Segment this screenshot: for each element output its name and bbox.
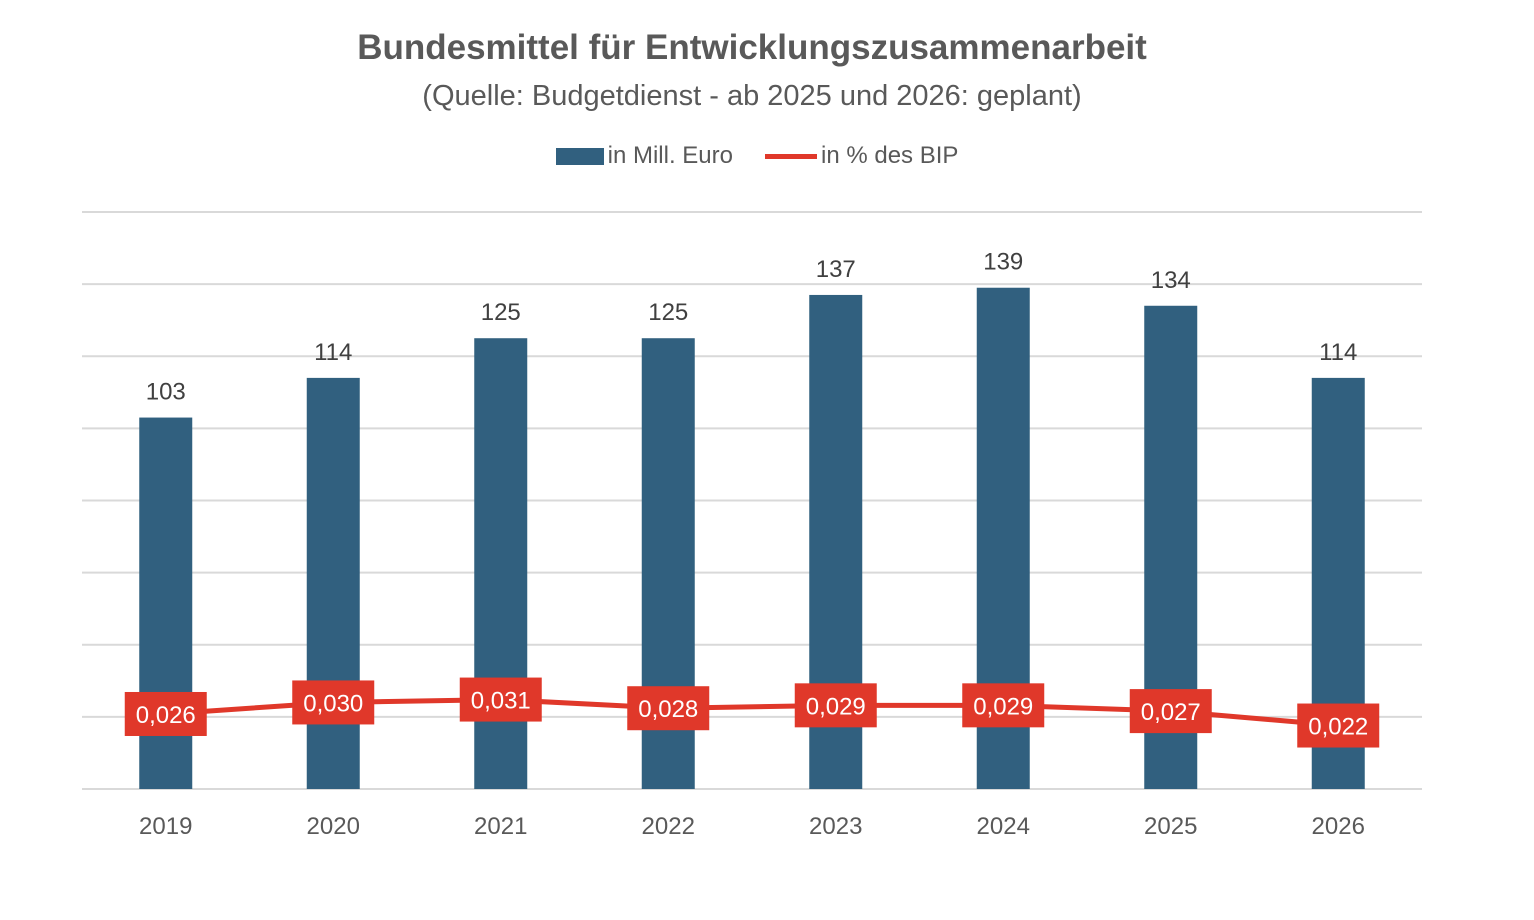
line-value-label: 0,031 xyxy=(471,688,531,715)
legend-swatch-bar xyxy=(555,147,604,165)
legend-swatch-line xyxy=(764,153,817,159)
legend-item-bar: in Mill. Euro xyxy=(555,142,733,170)
x-tick-label: 2024 xyxy=(977,813,1030,840)
bar-value-label: 125 xyxy=(648,299,688,326)
line-label-box xyxy=(292,680,375,725)
x-tick-label: 2025 xyxy=(1144,813,1197,840)
x-tick-label: 2023 xyxy=(809,813,862,840)
line-value-label: 0,022 xyxy=(1308,714,1368,741)
bar-value-label: 114 xyxy=(314,339,352,366)
line-label-box xyxy=(962,683,1045,728)
x-tick-label: 2020 xyxy=(307,813,360,840)
line-label-box xyxy=(124,691,207,736)
line-label-box xyxy=(459,677,542,722)
line-value-label: 0,027 xyxy=(1141,699,1201,726)
line-label-box xyxy=(627,686,710,731)
bar-value-label: 103 xyxy=(146,379,186,406)
x-tick-label: 2026 xyxy=(1312,813,1365,840)
line-value-label: 0,028 xyxy=(638,696,698,723)
line-label-box xyxy=(794,683,877,728)
bar-value-label: 134 xyxy=(1151,267,1191,294)
line-label-box xyxy=(1129,689,1212,734)
bar-2020 xyxy=(306,377,360,789)
x-tick-label: 2022 xyxy=(642,813,695,840)
line-value-label: 0,029 xyxy=(806,693,866,720)
line-value-label: 0,030 xyxy=(303,690,363,717)
line-value-label: 0,026 xyxy=(136,702,196,729)
legend-label-bar: in Mill. Euro xyxy=(607,142,733,169)
x-tick-label: 2021 xyxy=(474,813,527,840)
bar-value-label: 137 xyxy=(816,256,856,283)
legend-label-line: in % des BIP xyxy=(820,142,959,169)
line-label-box xyxy=(1297,703,1380,748)
line-value-label: 0,029 xyxy=(973,693,1033,720)
legend-item-line: in % des BIP xyxy=(764,142,959,170)
bar-value-label: 114 xyxy=(1319,339,1357,366)
chart-legend: in Mill. Euro in % des BIP xyxy=(0,142,1514,170)
bar-value-label: 139 xyxy=(983,249,1023,276)
chart-subtitle: (Quelle: Budgetdienst - ab 2025 und 2026… xyxy=(422,80,1082,112)
x-tick-label: 2019 xyxy=(139,813,192,840)
bar-value-label: 125 xyxy=(481,299,521,326)
chart-title: Bundesmittel für Entwicklungszusammenarb… xyxy=(357,28,1147,67)
